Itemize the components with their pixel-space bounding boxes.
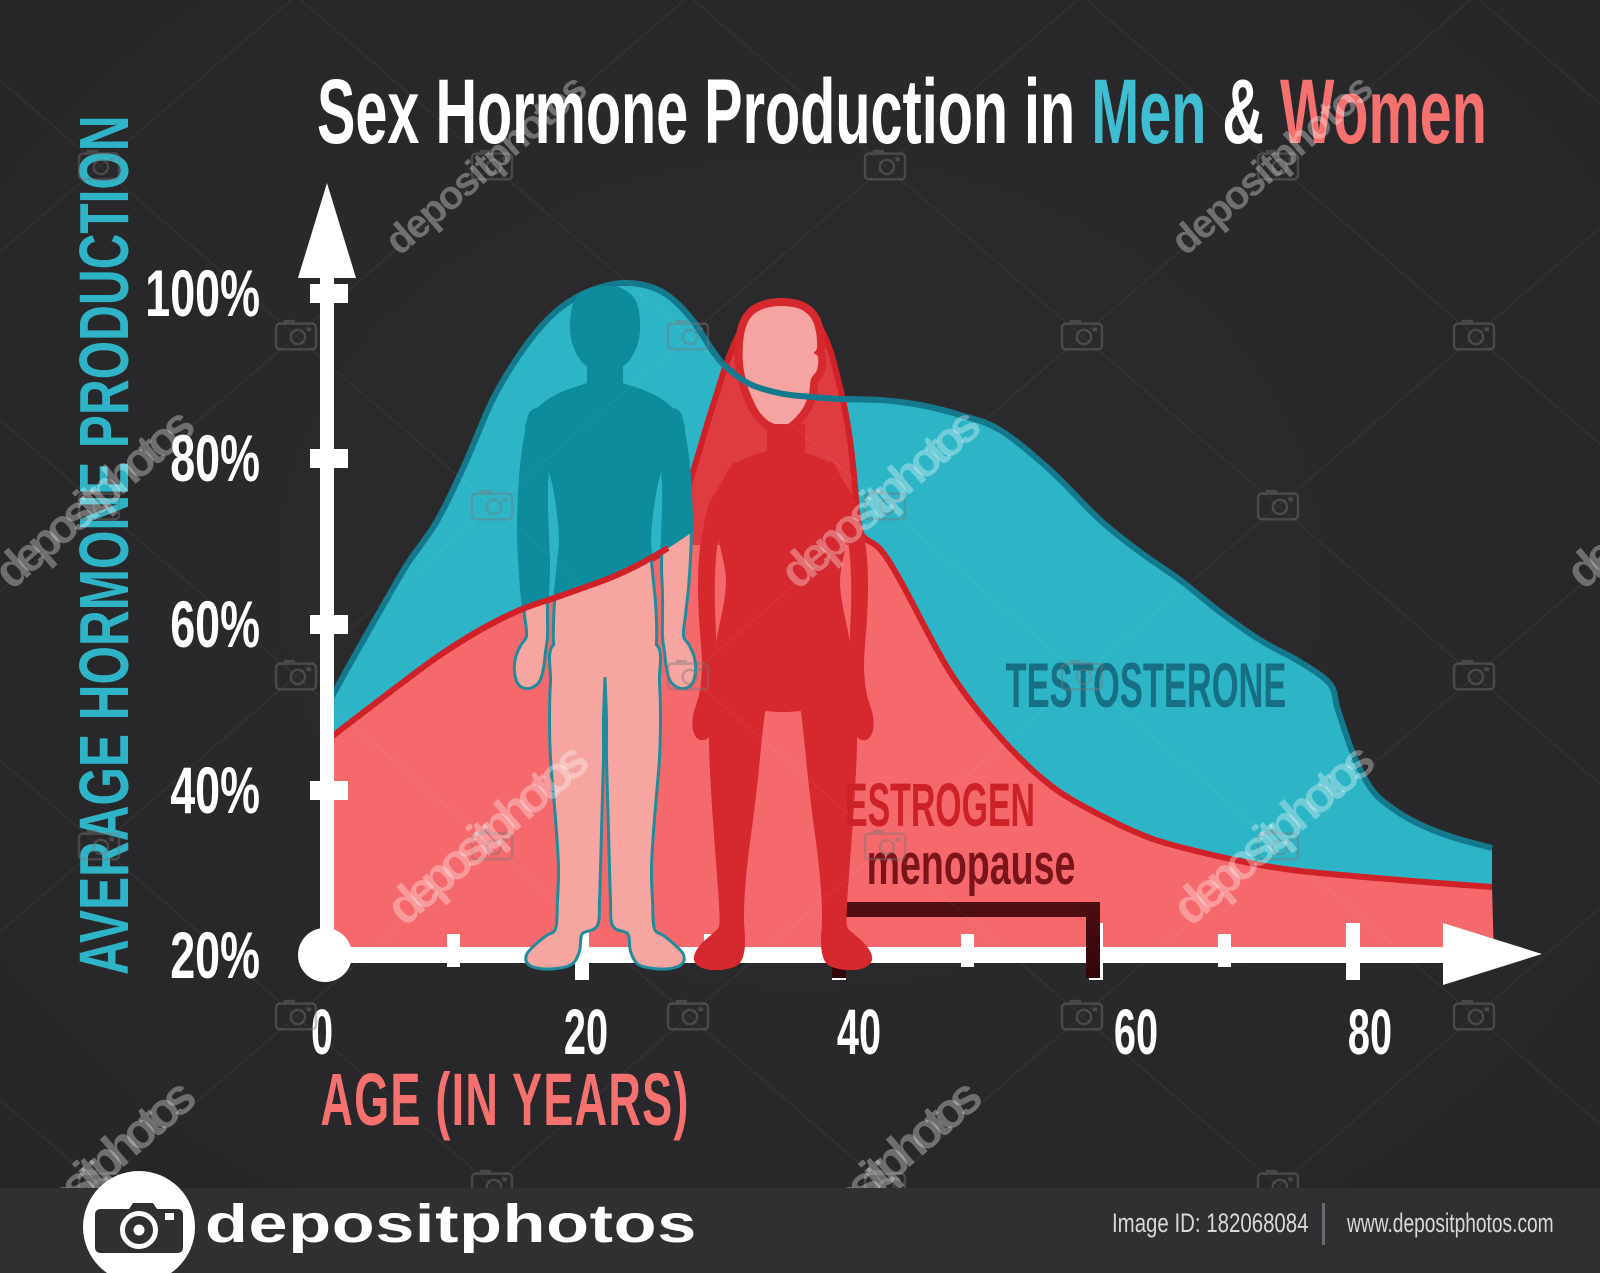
svg-text:40: 40 xyxy=(837,998,881,1069)
svg-text:0: 0 xyxy=(311,998,333,1069)
svg-text:depositphotos: depositphotos xyxy=(205,1194,697,1254)
svg-text:60%: 60% xyxy=(170,587,260,661)
svg-text:20%: 20% xyxy=(170,918,260,992)
svg-text:AGE (IN YEARS): AGE (IN YEARS) xyxy=(320,1059,689,1141)
svg-text:ESTROGEN: ESTROGEN xyxy=(845,772,1035,840)
svg-text:menopause: menopause xyxy=(867,833,1076,897)
svg-text:60: 60 xyxy=(1114,998,1158,1069)
svg-text:100%: 100% xyxy=(145,256,260,330)
svg-text:TESTOSTERONE: TESTOSTERONE xyxy=(1006,650,1287,721)
svg-text:20: 20 xyxy=(564,998,608,1069)
svg-text:AVERAGE HORMONE PRODUCTION: AVERAGE HORMONE PRODUCTION xyxy=(64,115,143,975)
svg-text:40%: 40% xyxy=(170,753,260,827)
svg-text:Image ID: 182068084: Image ID: 182068084 xyxy=(1112,1208,1309,1238)
svg-text:80: 80 xyxy=(1348,998,1392,1069)
svg-text:80%: 80% xyxy=(170,421,260,495)
svg-text:www.depositphotos.com: www.depositphotos.com xyxy=(1346,1208,1553,1238)
svg-text:Sex Hormone Production in Men: Sex Hormone Production in Men & Women xyxy=(317,61,1487,163)
